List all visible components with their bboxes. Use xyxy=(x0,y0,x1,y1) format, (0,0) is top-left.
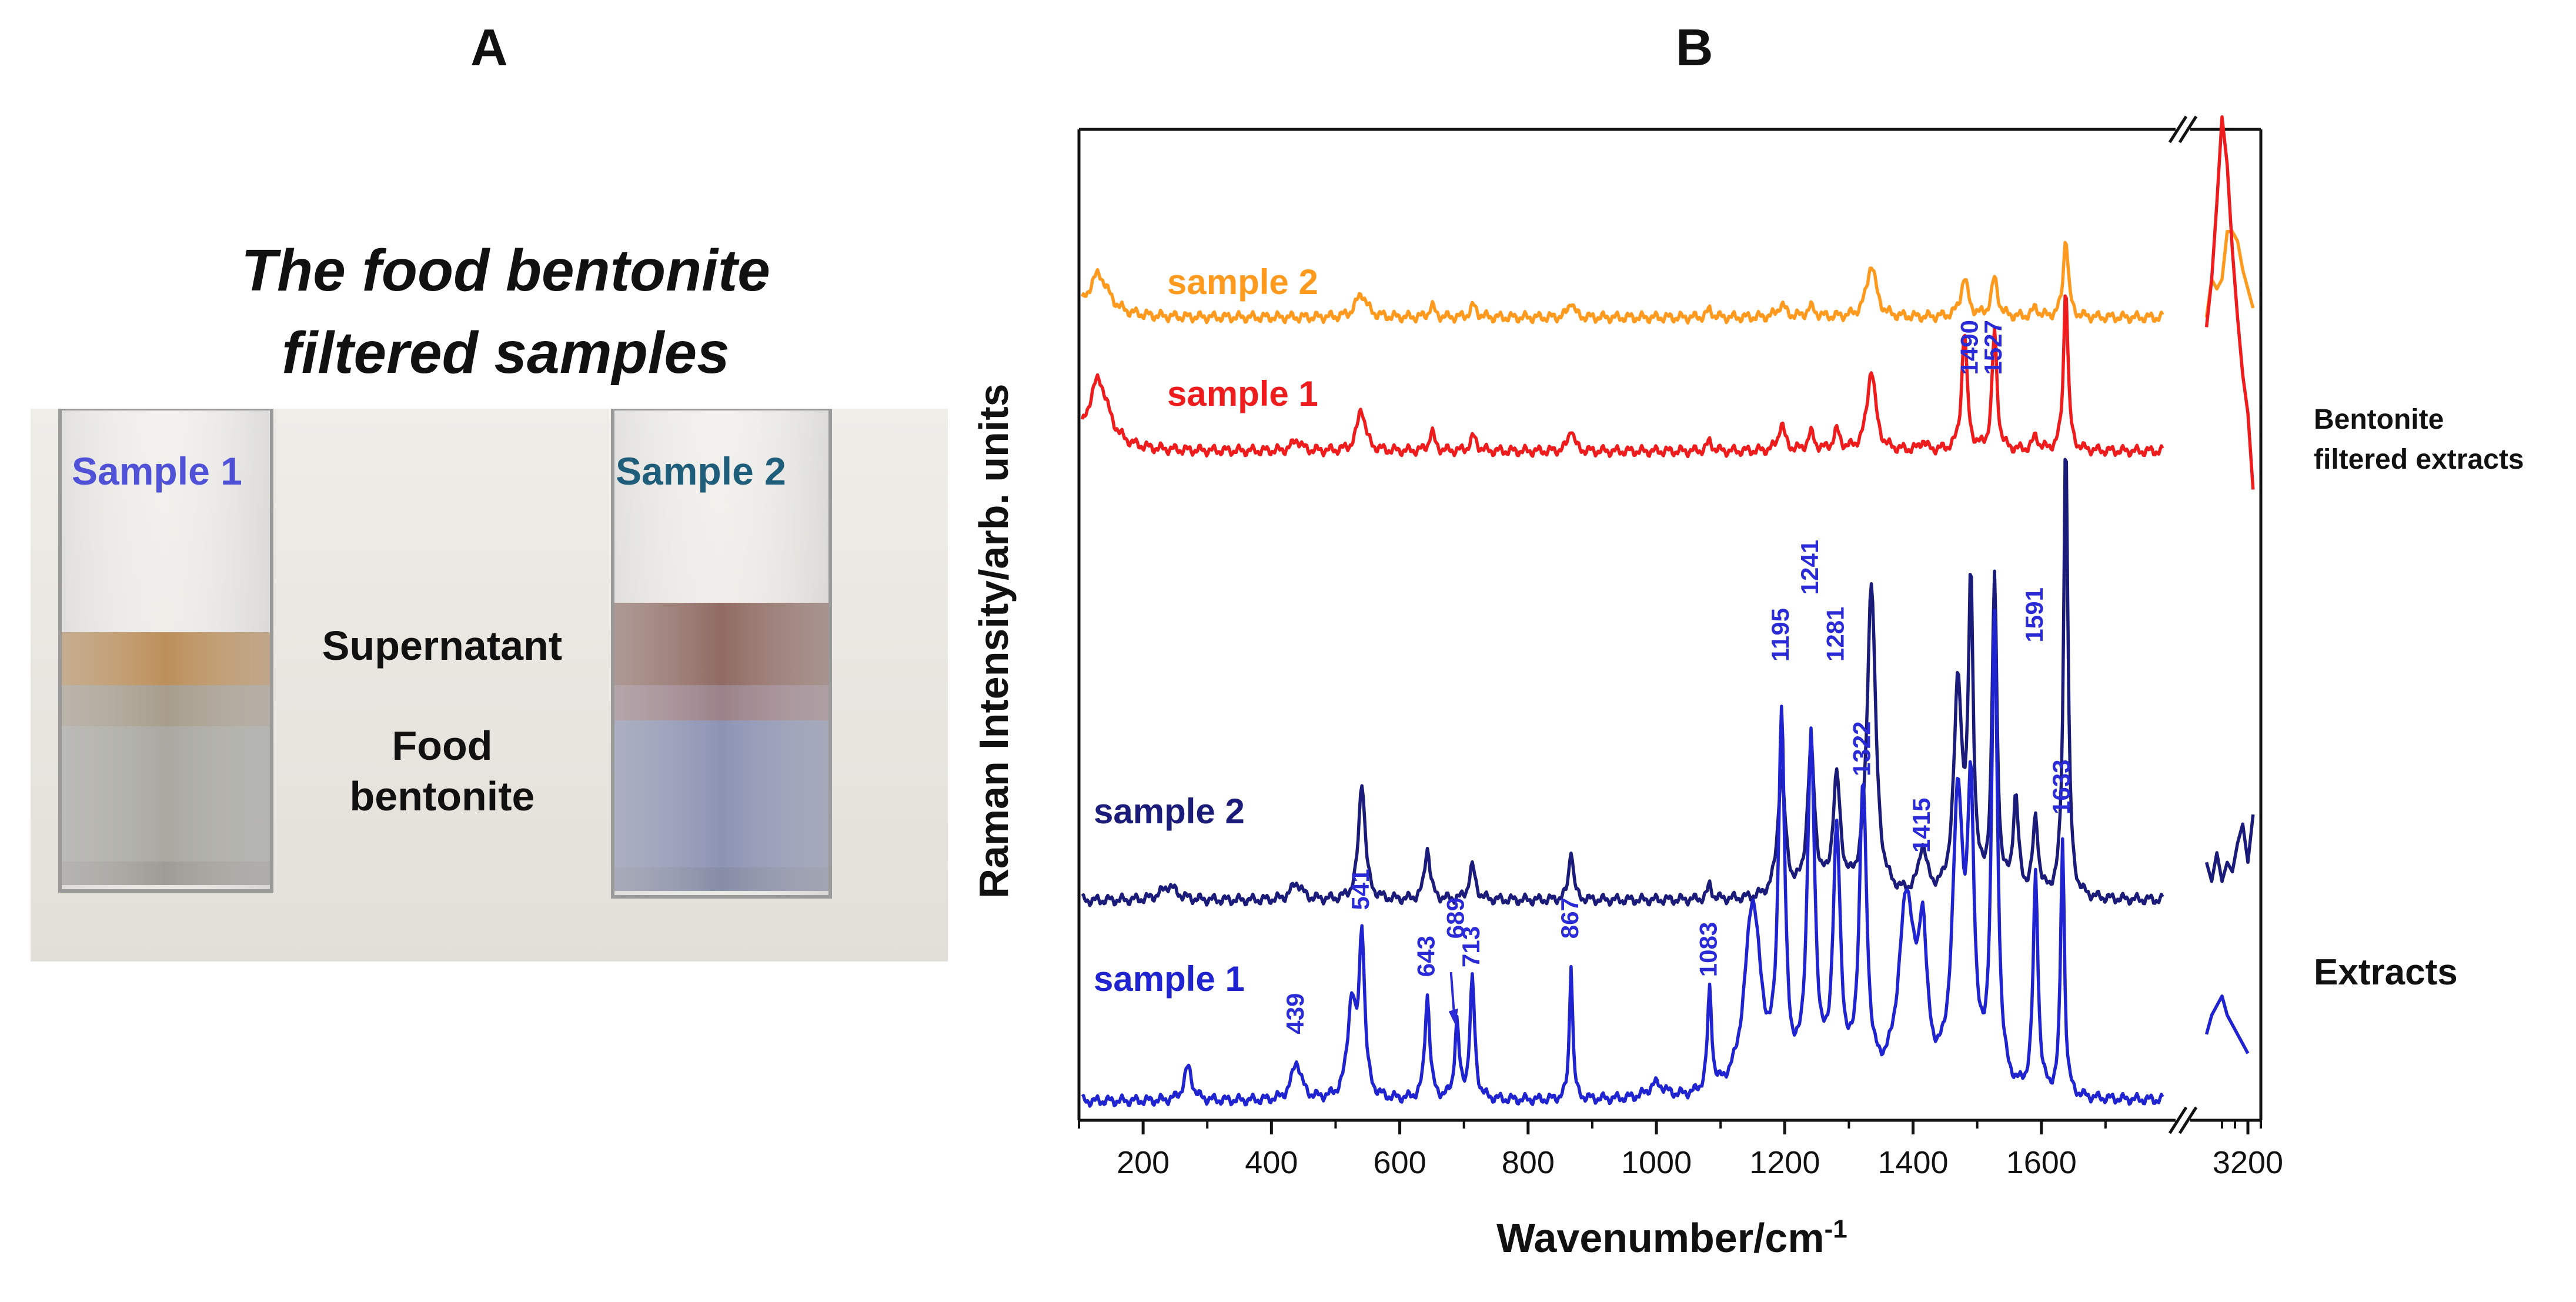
x-tick-label: 1200 xyxy=(1749,1145,1820,1180)
vials-illustration xyxy=(31,409,948,962)
peak-annotation: 1633 xyxy=(2047,760,2075,814)
peak-annotation: 1241 xyxy=(1796,540,1823,595)
side-label-filtered-line2: filtered extracts xyxy=(2314,444,2524,475)
panel-a-label: A xyxy=(470,18,508,76)
vial-2 xyxy=(611,409,832,899)
series-label: sample 2 xyxy=(1167,262,1318,302)
peak-annotation: 1591 xyxy=(2020,587,2048,642)
x-tick-label: 200 xyxy=(1117,1145,1170,1180)
photo-title: The food bentonite filtered samples xyxy=(59,229,953,394)
series-extract-sample-2 xyxy=(1081,458,2164,907)
peak-annotation: 1322 xyxy=(1847,722,1875,776)
chart-series xyxy=(1080,115,2255,1108)
peak-annotation: 1281 xyxy=(1822,607,1849,662)
photo-title-line1: The food bentonite xyxy=(241,238,770,303)
x-tick-label: 1600 xyxy=(2006,1145,2077,1180)
series-label: sample 1 xyxy=(1094,959,1245,999)
series-filtered-sample-1 xyxy=(1080,294,2164,459)
series-filtered-sample-1-break xyxy=(2204,115,2255,490)
side-label-filtered-line1: Bentonite xyxy=(2314,404,2444,435)
x-tick-label: 1400 xyxy=(1877,1145,1948,1180)
vial-1 xyxy=(58,409,273,893)
x-axis-label-superscript: -1 xyxy=(1824,1214,1847,1244)
x-tick-label: 1000 xyxy=(1621,1145,1692,1180)
series-extract-sample-1-break xyxy=(2204,994,2250,1054)
peak-annotation: 867 xyxy=(1556,897,1583,939)
peak-annotation: 541 xyxy=(1347,869,1374,910)
bentonite-label: Food bentonite xyxy=(289,720,595,822)
x-tick-label: 400 xyxy=(1245,1145,1298,1180)
supernatant-label: Supernatant xyxy=(322,623,563,669)
peak-annotation: 713 xyxy=(1457,926,1485,967)
x-tick-label: 800 xyxy=(1502,1145,1555,1180)
x-tick-label: 600 xyxy=(1374,1145,1426,1180)
bentonite-label-line2: bentonite xyxy=(349,773,535,819)
photo-title-line2: filtered samples xyxy=(282,320,730,386)
series-label: sample 1 xyxy=(1167,374,1318,413)
series-filtered-sample-2 xyxy=(1080,241,2164,325)
x-axis-label-text: Wavenumber/cm xyxy=(1496,1215,1825,1261)
vials-photo: Sample 1 Sample 2 Supernatant Food bento… xyxy=(31,409,948,962)
peak-annotation: 643 xyxy=(1412,936,1440,977)
x-axis-label: Wavenumber/cm-1 xyxy=(1496,1214,1847,1261)
vial-1-label: Sample 1 xyxy=(72,449,242,493)
peak-annotation: 1527 xyxy=(1979,320,2007,375)
peak-annotation: 1195 xyxy=(1766,608,1794,662)
chart-axes xyxy=(1077,115,2263,1134)
x-tick-label: 3200 xyxy=(2213,1145,2283,1180)
peak-annotation: 1415 xyxy=(1907,798,1935,853)
y-axis-label: Raman Intensity/arb. units xyxy=(971,383,1017,899)
peak-annotation: 689 xyxy=(1442,897,1469,939)
axis-break-mark xyxy=(2168,1106,2188,1134)
series-extract-sample-2-break xyxy=(2204,814,2255,883)
axis-break-mark xyxy=(2178,1106,2198,1134)
bentonite-label-line1: Food xyxy=(392,723,493,769)
peak-annotation: 439 xyxy=(1281,993,1309,1034)
peak-annotation: 1490 xyxy=(1956,320,1983,375)
chart-labels: 200 400 600 800 1000 1200 1400 1600 3200 sample 2… xyxy=(1094,262,2283,1180)
series-extract-sample-1 xyxy=(1081,609,2164,1108)
panel-b-label: B xyxy=(1676,18,1713,76)
side-label-filtered: Bentonite filtered extracts xyxy=(2314,400,2524,480)
vial-2-label: Sample 2 xyxy=(616,449,786,493)
axis-break-mark xyxy=(2178,115,2198,143)
series-label: sample 2 xyxy=(1094,792,1245,831)
peak-arrow-head xyxy=(1448,1008,1458,1026)
side-label-extracts: Extracts xyxy=(2314,952,2458,993)
axis-break-mark xyxy=(2168,115,2188,143)
peak-annotation: 1083 xyxy=(1695,922,1722,977)
